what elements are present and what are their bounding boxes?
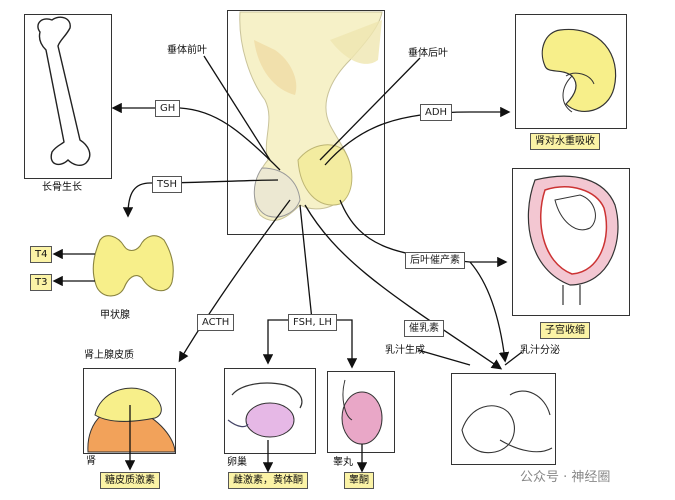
fsh-lh-label: FSH, LH [288, 314, 337, 331]
ovary-label: 卵巢 [227, 457, 247, 468]
thyroid-label: 甲状腺 [100, 310, 130, 321]
testosterone-label: 睾酮 [344, 472, 374, 489]
anterior-pituitary-label: 垂体前叶 [167, 45, 207, 56]
uterus-effect-label: 子宫收缩 [540, 322, 590, 339]
oxytocin-label: 后叶催产素 [405, 252, 465, 269]
adh-label: ADH [420, 104, 453, 121]
milk-production-label: 乳汁生成 [385, 345, 425, 356]
kidney-drawing [541, 28, 617, 113]
estrogen-label: 雌激素，黄体酮 [228, 472, 308, 489]
pituitary-drawing [239, 11, 383, 221]
testis-drawing [341, 379, 383, 445]
ovary-drawing [227, 382, 303, 438]
adrenal-cortex-label: 肾上腺皮质 [84, 350, 134, 361]
t4-label: T4 [30, 246, 53, 263]
bone-growth-label: 长骨生长 [42, 182, 82, 193]
t3-label: T3 [30, 274, 53, 291]
uterus-drawing [527, 175, 619, 305]
breastfeeding-panel [451, 373, 556, 465]
femur-drawing [37, 16, 91, 167]
tsh-label: TSH [152, 176, 182, 193]
milk-ejection-label: 乳汁分泌 [520, 345, 560, 356]
acth-label: ACTH [197, 314, 235, 331]
adrenal-drawing [87, 387, 176, 453]
gh-label: GH [155, 100, 181, 117]
breastfeeding-drawing [461, 390, 553, 454]
kidney-effect-label: 肾对水重吸收 [530, 133, 600, 150]
testis-label: 睾丸 [333, 457, 353, 468]
thyroid-drawing [92, 235, 174, 297]
posterior-pituitary-label: 垂体后叶 [408, 48, 448, 59]
prolactin-label: 催乳素 [404, 320, 444, 337]
kidney-small-label: 肾 [86, 456, 96, 467]
cortisol-label: 糖皮质激素 [100, 472, 160, 489]
watermark: 公众号 · 神经圈 [520, 470, 611, 485]
